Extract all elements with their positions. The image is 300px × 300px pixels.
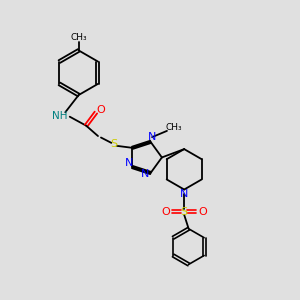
- Text: CH₃: CH₃: [70, 33, 87, 42]
- Text: O: O: [96, 105, 105, 115]
- Text: CH₃: CH₃: [166, 122, 182, 131]
- Text: N: N: [141, 169, 149, 179]
- Text: N: N: [148, 132, 156, 142]
- Text: S: S: [110, 139, 117, 149]
- Text: S: S: [181, 207, 188, 217]
- Text: NH: NH: [52, 111, 67, 121]
- Text: N: N: [180, 189, 188, 199]
- Text: O: O: [161, 207, 170, 217]
- Text: O: O: [198, 207, 207, 217]
- Text: N: N: [124, 158, 133, 169]
